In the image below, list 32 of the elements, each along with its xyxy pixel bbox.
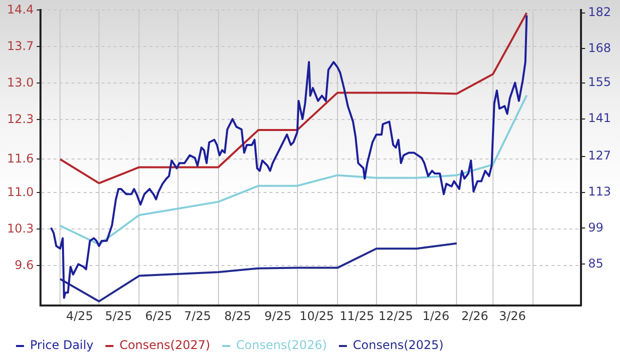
legend-label: Consens(2026): [236, 338, 327, 352]
legend-label: Consens(2027): [119, 338, 210, 352]
y2-tick-label: 113: [588, 184, 611, 198]
x-tick-label: 5/25: [104, 308, 132, 323]
y-tick-label: 14.4: [7, 2, 34, 16]
legend-label: Consens(2025): [352, 338, 444, 352]
y2-tick-label: 155: [588, 74, 611, 89]
x-tick-label: 8/25: [224, 308, 252, 323]
y-tick-label: 11.6: [7, 151, 34, 166]
x-tick-label: 7/25: [184, 308, 211, 323]
x-tick-label: 12/25: [378, 308, 414, 323]
y-tick-label: 13.0: [7, 75, 34, 90]
y2-tick-label: 141: [588, 111, 611, 126]
x-tick-label: 9/25: [264, 308, 292, 323]
y2-tick-label: 182: [588, 4, 611, 19]
y-tick-label: 10.3: [7, 221, 34, 236]
y-tick-label: 12.3: [7, 112, 34, 126]
y-tick-label: 13.7: [7, 38, 34, 53]
y-tick-label: 11.0: [7, 184, 34, 199]
y2-tick-label: 85: [588, 256, 604, 270]
x-tick-label: 2/26: [461, 308, 488, 323]
y2-tick-label: 127: [588, 148, 611, 163]
legend-label: Price Daily: [30, 338, 94, 352]
x-tick-label: 1/26: [422, 308, 450, 323]
x-tick-label: 4/25: [66, 308, 94, 323]
y2-tick-label: 99: [588, 220, 604, 234]
y-tick-label: 9.6: [14, 258, 34, 272]
x-tick-label: 6/25: [145, 308, 172, 323]
x-tick-label: 3/26: [498, 308, 526, 323]
x-tick-label: 11/25: [340, 308, 374, 323]
y2-tick-label: 168: [588, 40, 611, 55]
x-tick-label: 10/25: [299, 308, 334, 323]
